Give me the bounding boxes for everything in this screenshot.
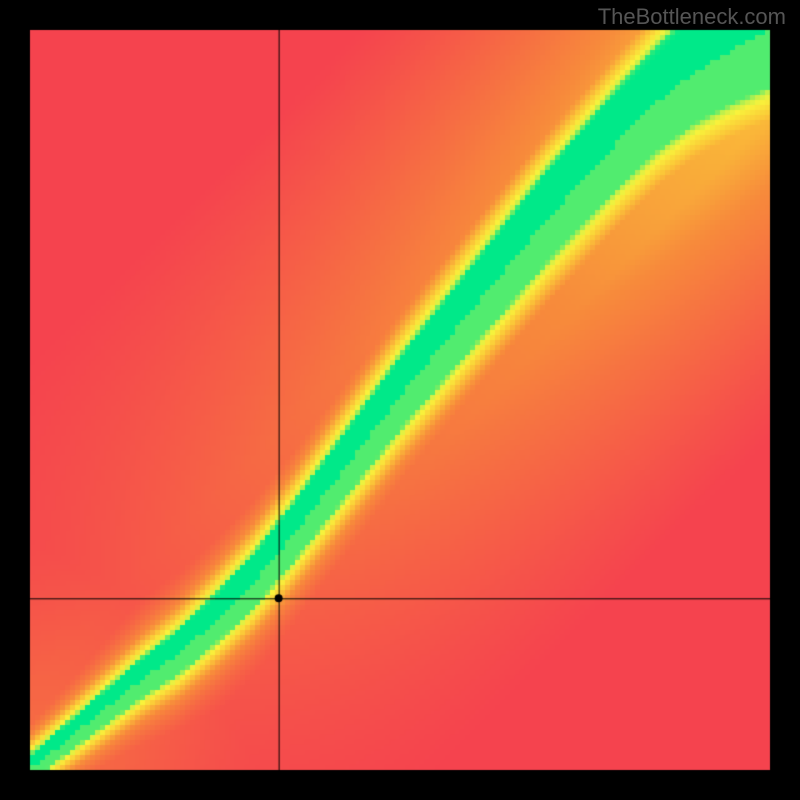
bottleneck-heatmap <box>0 0 800 800</box>
chart-container: TheBottleneck.com <box>0 0 800 800</box>
